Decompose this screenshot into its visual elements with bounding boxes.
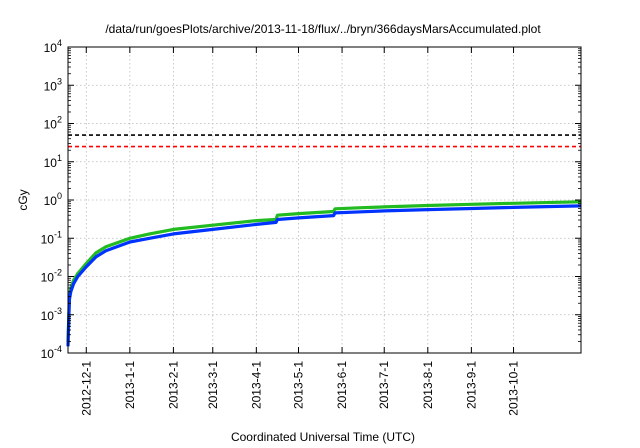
x-tick-label: 2013-8-1	[421, 361, 435, 409]
x-tick-label: 2013-1-1	[123, 361, 137, 409]
y-tick-label: 100	[44, 191, 62, 208]
series-layer	[66, 200, 582, 347]
reference-lines	[68, 134, 581, 148]
y-tick-label: 10-2	[41, 268, 62, 285]
y-tick-label: 10-4	[41, 344, 62, 361]
chart-title: /data/run/goesPlots/archive/2013-11-18/f…	[105, 22, 541, 36]
y-tick-label: 102	[44, 115, 62, 132]
x-tick-label: 2012-12-1	[79, 361, 93, 416]
x-tick-label: 2013-4-1	[249, 361, 263, 409]
x-tick-label: 2013-6-1	[335, 361, 349, 409]
series-line-2	[66, 204, 582, 347]
y-tick-label: 103	[44, 76, 62, 93]
x-axis-label: Coordinated Universal Time (UTC)	[231, 430, 415, 444]
y-axis-label: cGy	[16, 189, 30, 210]
x-axis: 2012-12-1 2013-1-1 2013-2-1 2013-3-1 2013-4-…	[79, 47, 521, 416]
x-tick-label: 2013-9-1	[464, 361, 478, 409]
y-tick-label: 101	[44, 153, 62, 170]
y-axis: 10-4 10-3 10-2 10-1 100 101 102 103 104	[41, 38, 581, 361]
x-tick-label: 2013-7-1	[377, 361, 391, 409]
x-tick-label: 2013-3-1	[206, 361, 220, 409]
y-tick-label: 10-3	[41, 306, 62, 323]
y-tick-label: 104	[44, 38, 62, 55]
series-line-1	[66, 200, 582, 342]
y-tick-label: 10-1	[41, 229, 62, 246]
x-tick-label: 2013-10-1	[507, 361, 521, 416]
x-tick-label: 2013-2-1	[166, 361, 180, 409]
gridlines	[68, 47, 581, 353]
x-tick-label: 2013-5-1	[291, 361, 305, 409]
